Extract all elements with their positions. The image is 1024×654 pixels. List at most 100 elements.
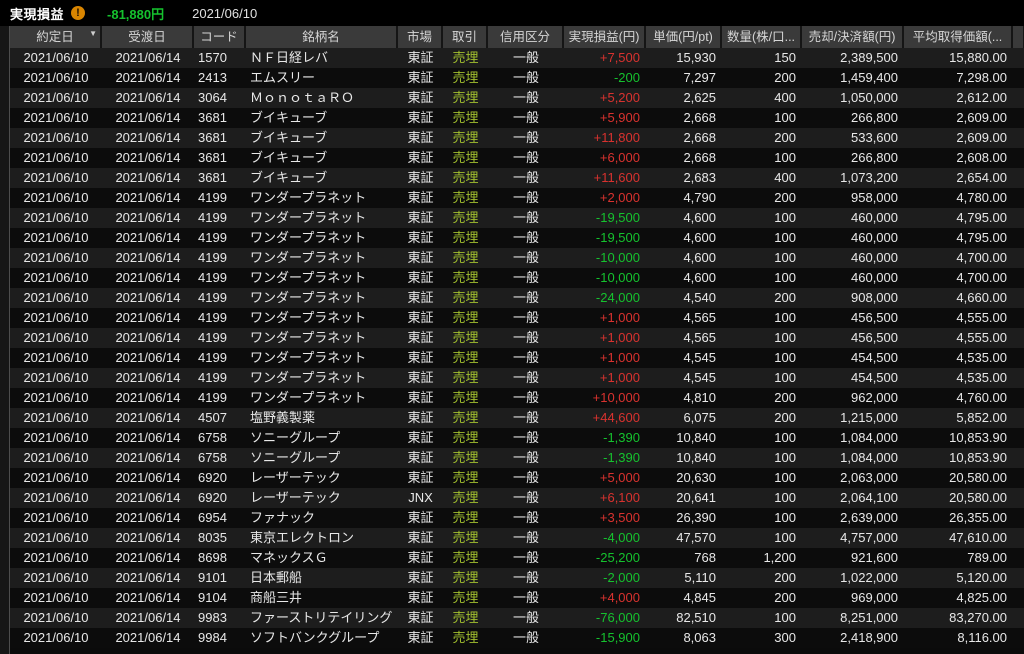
table-row[interactable]: 2021/06/10 2021/06/14 8698 マネックスＧ 東証 売埋 一般 -25,…	[10, 548, 1024, 568]
table-row[interactable]: 2021/06/10 2021/06/14 9101 日本郵船 東証 売埋 一般 -2,000…	[10, 568, 1024, 588]
column-header-name[interactable]: 銘柄名	[246, 26, 398, 48]
table-row[interactable]: 2021/06/10 2021/06/14 4199 ワンダープラネット 東証 売埋 一般 +…	[10, 328, 1024, 348]
cell-amount: 969,000	[851, 590, 898, 605]
cell-qty: 100	[774, 330, 796, 345]
table-row[interactable]: 2021/06/10 2021/06/14 4199 ワンダープラネット 東証 売埋 一般 -…	[10, 288, 1024, 308]
table-row[interactable]: 2021/06/10 2021/06/14 4199 ワンダープラネット 東証 売埋 一般 +…	[10, 368, 1024, 388]
column-label: コード	[200, 30, 238, 44]
cell-pl: -4,000	[603, 530, 640, 545]
cell-margin: 一般	[512, 350, 539, 365]
cell-trade_date: 2021/06/10	[23, 370, 89, 385]
cell-name: ソニーグループ	[250, 430, 341, 445]
table-row[interactable]: 2021/06/10 2021/06/14 6954 ファナック 東証 売埋 一般 +3,50…	[10, 508, 1024, 528]
column-header-market[interactable]: 市場	[398, 26, 443, 48]
cell-settle_date: 2021/06/14	[115, 90, 181, 105]
table-row[interactable]: 2021/06/10 2021/06/14 4507 塩野義製薬 東証 売埋 一般 +44,6…	[10, 408, 1024, 428]
cell-market: 東証	[407, 270, 434, 285]
cell-trade_date: 2021/06/10	[23, 470, 89, 485]
table-row[interactable]: 2021/06/10 2021/06/14 4199 ワンダープラネット 東証 売埋 一般 -…	[10, 228, 1024, 248]
table-row[interactable]: 2021/06/10 2021/06/14 4199 ワンダープラネット 東証 売埋 一般 -…	[10, 248, 1024, 268]
table-row[interactable]: 2021/06/10 2021/06/14 3681 ブイキューブ 東証 売埋 一般 +5,9…	[10, 108, 1024, 128]
cell-settle_date: 2021/06/14	[115, 630, 181, 645]
column-header-trade[interactable]: 取引	[443, 26, 488, 48]
cell-trade: 売埋	[452, 570, 479, 585]
cell-margin: 一般	[512, 210, 539, 225]
cell-qty: 400	[774, 170, 796, 185]
column-header-margin[interactable]: 信用区分	[488, 26, 564, 48]
cell-qty: 100	[774, 250, 796, 265]
cell-margin: 一般	[512, 90, 539, 105]
cell-market: 東証	[407, 210, 434, 225]
column-header-price[interactable]: 単価(円/pt)	[646, 26, 722, 48]
column-header-qty[interactable]: 数量(株/口...	[722, 26, 802, 48]
table-row[interactable]: 2021/06/10 2021/06/14 8035 東京エレクトロン 東証 売埋 一般 -4…	[10, 528, 1024, 548]
table-row[interactable]: 2021/06/10 2021/06/14 6920 レーザーテック 東証 売埋 一般 +5,…	[10, 468, 1024, 488]
cell-pl: -24,000	[595, 290, 640, 305]
column-label: 約定日	[36, 30, 74, 44]
cell-amount: 456,500	[851, 330, 898, 345]
cell-code: 2413	[198, 70, 227, 85]
cell-qty: 300	[774, 630, 796, 645]
cell-margin: 一般	[512, 590, 539, 605]
cell-margin: 一般	[512, 410, 539, 425]
cell-trade_date: 2021/06/10	[23, 410, 89, 425]
column-header-trade_date[interactable]: 約定日 ▼	[10, 26, 102, 48]
warning-icon[interactable]: !	[71, 6, 86, 20]
table-row[interactable]: 2021/06/10 2021/06/14 3681 ブイキューブ 東証 売埋 一般 +11,…	[10, 168, 1024, 188]
table-row[interactable]: 2021/06/10 2021/06/14 4199 ワンダープラネット 東証 売埋 一般 +…	[10, 388, 1024, 408]
table-row[interactable]: 2021/06/10 2021/06/14 4199 ワンダープラネット 東証 売埋 一般 +…	[10, 348, 1024, 368]
cell-market: 東証	[407, 350, 434, 365]
cell-trade: 売埋	[452, 590, 479, 605]
cell-margin: 一般	[512, 330, 539, 345]
cell-margin: 一般	[512, 390, 539, 405]
table-row[interactable]: 2021/06/10 2021/06/14 1570 ＮＦ日経レバ 東証 売埋 一般 +7,5…	[10, 48, 1024, 68]
cell-price: 7,297	[683, 70, 716, 85]
table-row[interactable]: 2021/06/10 2021/06/14 4199 ワンダープラネット 東証 売埋 一般 +…	[10, 308, 1024, 328]
column-header-pl[interactable]: 実現損益(円)	[564, 26, 646, 48]
cell-qty: 100	[774, 270, 796, 285]
table-row[interactable]: 2021/06/10 2021/06/14 6758 ソニーグループ 東証 売埋 一般 -1,…	[10, 428, 1024, 448]
cell-code: 4199	[198, 330, 227, 345]
column-header-amount[interactable]: 売却/決済額(円)	[802, 26, 904, 48]
cell-pl: +5,900	[599, 110, 640, 125]
table-row[interactable]: 2021/06/10 2021/06/14 9104 商船三井 東証 売埋 一般 +4,000…	[10, 588, 1024, 608]
cell-trade_date: 2021/06/10	[23, 570, 89, 585]
table-row[interactable]: 2021/06/10 2021/06/14 6758 ソニーグループ 東証 売埋 一般 -1,…	[10, 448, 1024, 468]
cell-market: 東証	[407, 390, 434, 405]
cell-qty: 100	[774, 210, 796, 225]
cell-settle_date: 2021/06/14	[115, 170, 181, 185]
table-row[interactable]: 2021/06/10 2021/06/14 2413 エムスリー 東証 売埋 一般 -200 7…	[10, 68, 1024, 88]
cell-margin: 一般	[512, 70, 539, 85]
cell-trade: 売埋	[452, 530, 479, 545]
cell-trade: 売埋	[452, 250, 479, 265]
table-row[interactable]: 2021/06/10 2021/06/14 4199 ワンダープラネット 東証 売埋 一般 -…	[10, 268, 1024, 288]
column-header-code[interactable]: コード	[194, 26, 246, 48]
cell-qty: 200	[774, 70, 796, 85]
column-header-settle_date[interactable]: 受渡日	[102, 26, 194, 48]
cell-pl: +6,100	[599, 490, 640, 505]
cell-amount: 1,084,000	[840, 430, 898, 445]
table-row[interactable]: 2021/06/10 2021/06/14 4199 ワンダープラネット 東証 売埋 一般 +…	[10, 188, 1024, 208]
cell-amount: 2,639,000	[840, 510, 898, 525]
cell-price: 4,540	[683, 290, 716, 305]
table-row[interactable]: 2021/06/10 2021/06/14 3064 ＭｏｎｏｔａＲＯ 東証 売埋 一般 +5…	[10, 88, 1024, 108]
table-row[interactable]: 2021/06/10 2021/06/14 6920 レーザーテック JNX 売埋 一般 +6…	[10, 488, 1024, 508]
cell-settle_date: 2021/06/14	[115, 610, 181, 625]
cell-margin: 一般	[512, 450, 539, 465]
table-row[interactable]: 2021/06/10 2021/06/14 3681 ブイキューブ 東証 売埋 一般 +6,0…	[10, 148, 1024, 168]
cell-avg_cost: 10,853.90	[949, 430, 1007, 445]
column-label: 信用区分	[499, 30, 550, 44]
cell-price: 2,668	[683, 150, 716, 165]
table-row[interactable]: 2021/06/10 2021/06/14 9984 ソフトバンクグループ 東証 売埋 一般…	[10, 628, 1024, 648]
cell-qty: 100	[774, 350, 796, 365]
table-row[interactable]: 2021/06/10 2021/06/14 9983 ファーストリテイリング 東証 売埋 一…	[10, 608, 1024, 628]
cell-code: 4199	[198, 210, 227, 225]
column-header-avg_cost[interactable]: 平均取得価額(...	[904, 26, 1013, 48]
table-row[interactable]: 2021/06/10 2021/06/14 3681 ブイキューブ 東証 売埋 一般 +11,…	[10, 128, 1024, 148]
cell-trade_date: 2021/06/10	[23, 50, 89, 65]
table-row[interactable]: 2021/06/10 2021/06/14 4199 ワンダープラネット 東証 売埋 一般 -…	[10, 208, 1024, 228]
cell-market: 東証	[407, 370, 434, 385]
cell-price: 2,668	[683, 130, 716, 145]
cell-price: 4,810	[683, 390, 716, 405]
